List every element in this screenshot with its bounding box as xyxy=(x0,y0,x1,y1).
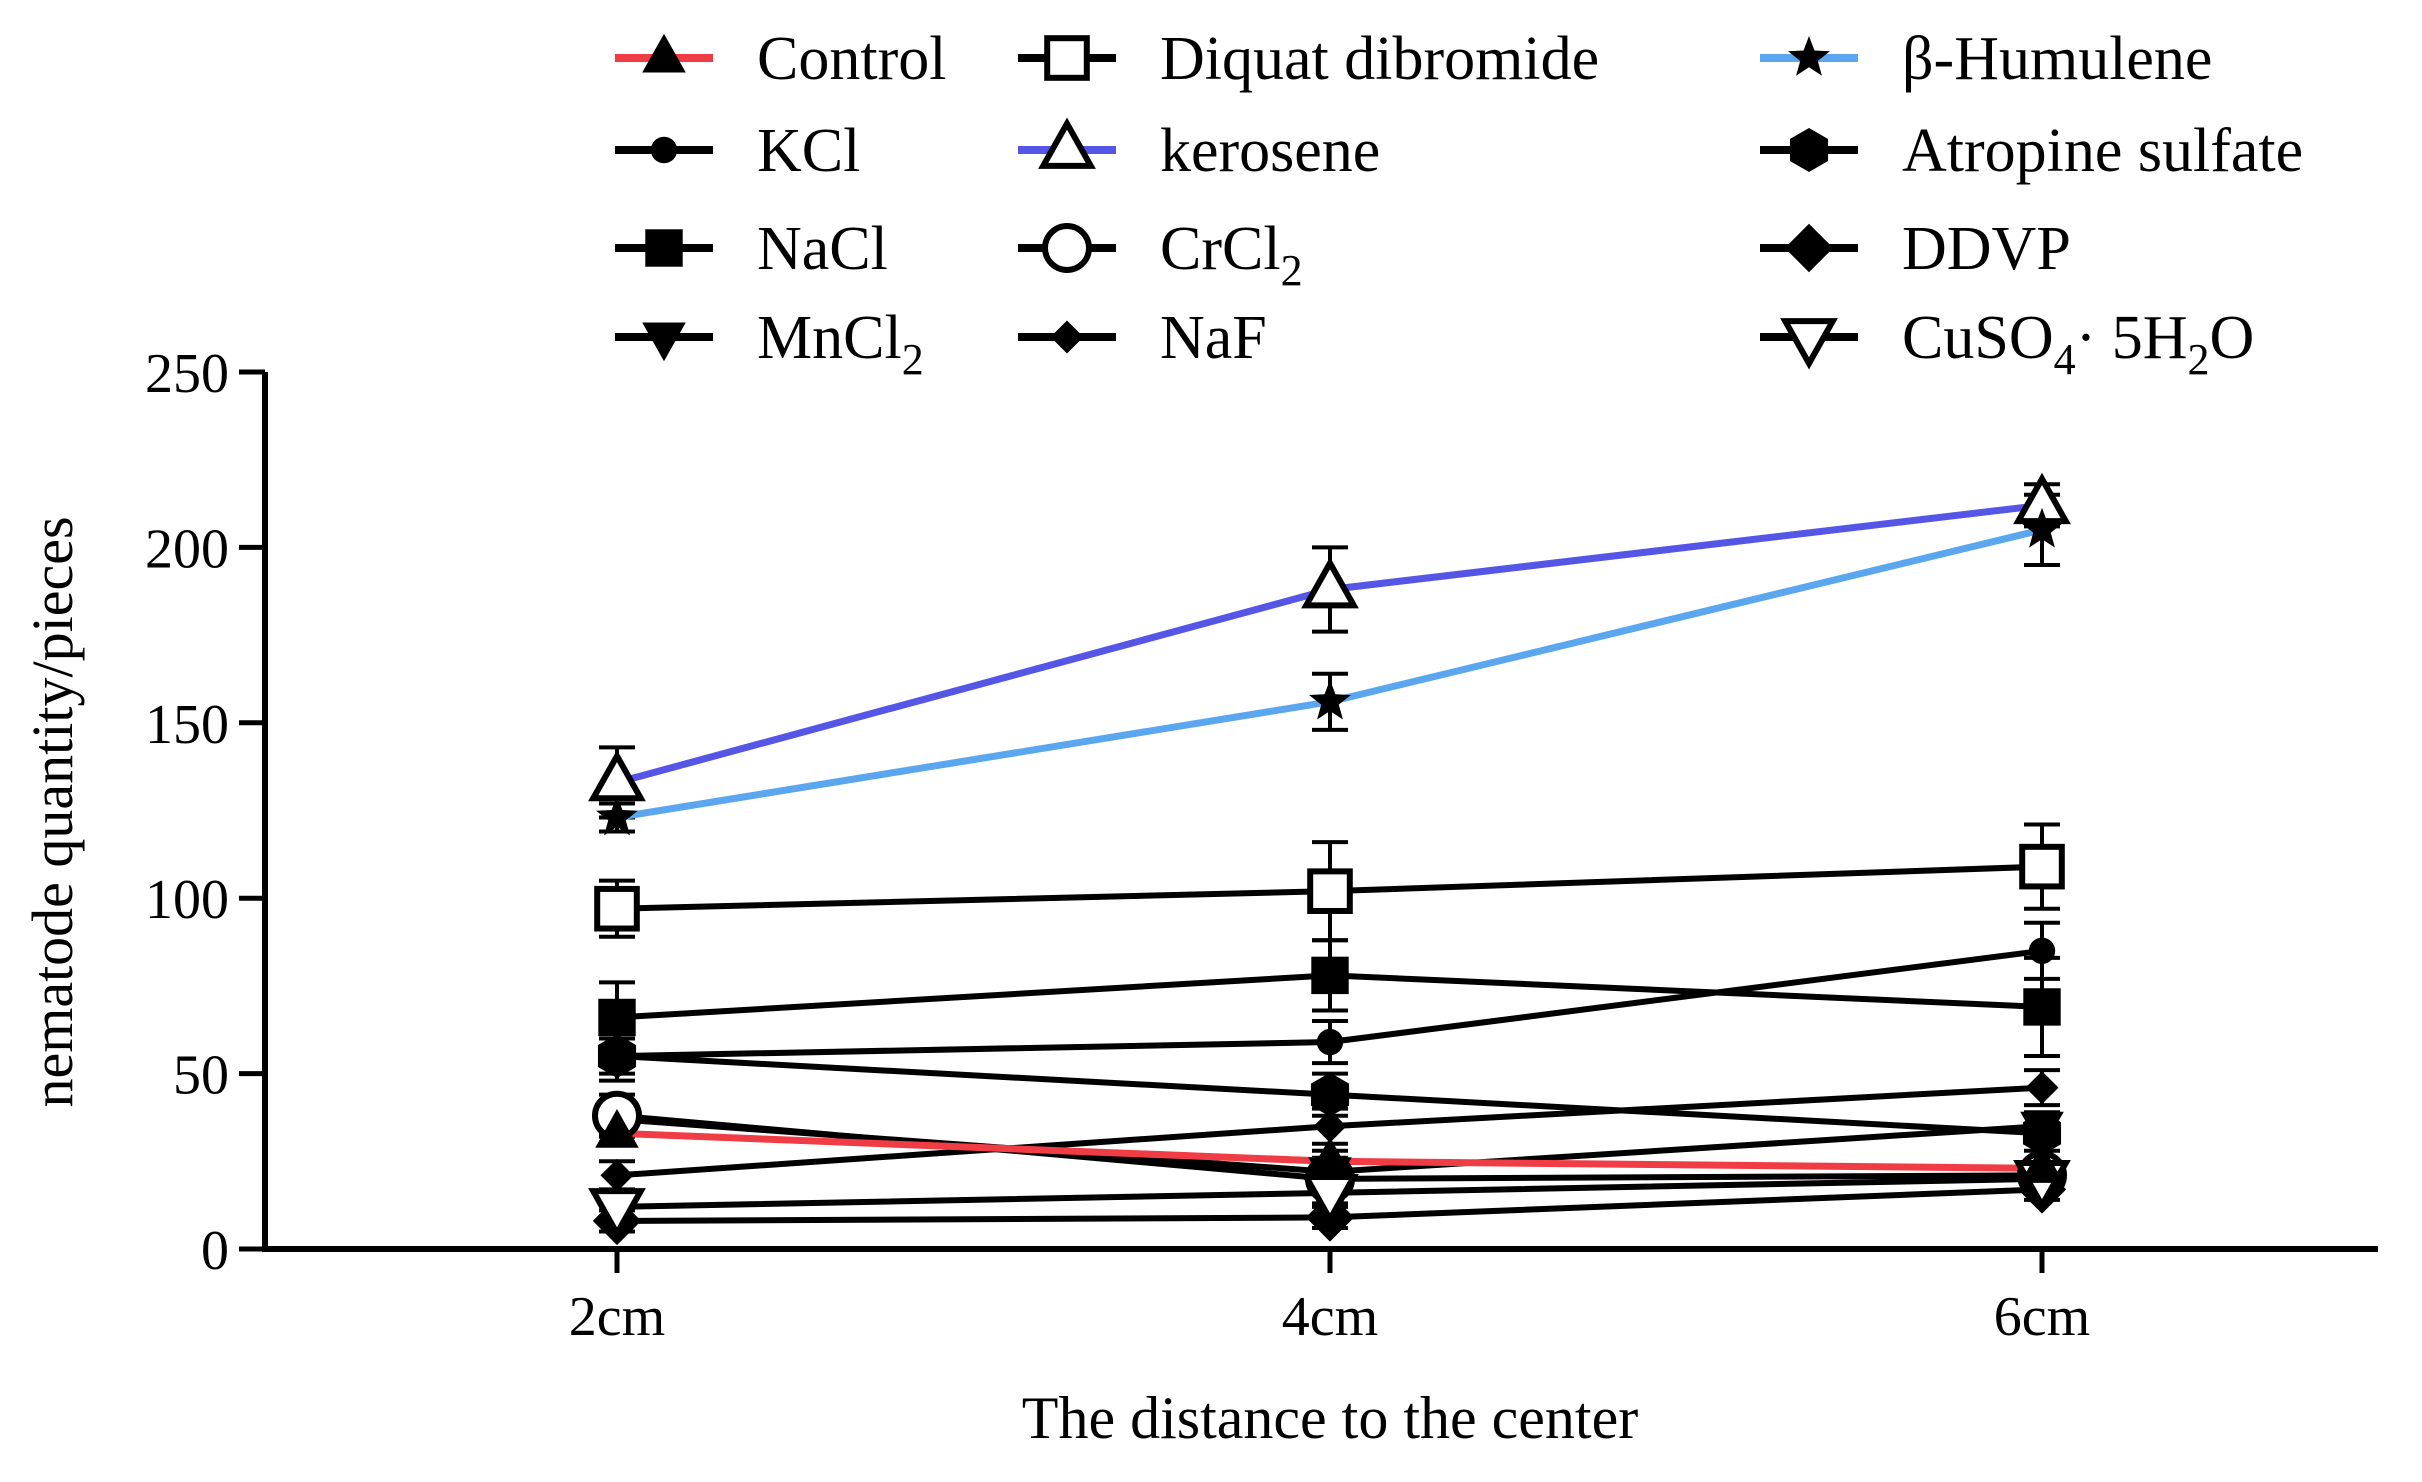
legend-label: β-Humulene xyxy=(1902,25,2212,93)
legend-marker xyxy=(1788,36,1830,76)
x-tick-label: 6cm xyxy=(1994,1286,2090,1348)
legend-label: DDVP xyxy=(1902,215,2071,283)
legend-label: MnCl2 xyxy=(757,304,924,384)
legend-marker xyxy=(650,136,678,164)
x-axis-label: The distance to the center xyxy=(1022,1385,1638,1451)
data-point xyxy=(1310,1072,1350,1117)
data-point xyxy=(2020,1144,2064,1183)
axes: 0 50 100 150 200 250 2cm 4cm 6cm The distance t… xyxy=(20,343,2378,1451)
legend-label: kerosene xyxy=(1160,117,1380,185)
data-point xyxy=(597,1034,637,1079)
legend-marker xyxy=(642,322,686,362)
y-tick-label: 200 xyxy=(145,518,229,580)
plot-area xyxy=(588,472,2071,1246)
legend-marker xyxy=(1042,223,1092,273)
data-point xyxy=(2023,988,2061,1026)
y-tick-label: 150 xyxy=(145,694,229,756)
legend-label: Control xyxy=(757,25,946,93)
data-point xyxy=(598,998,636,1037)
legend-label: Diquat dibromide xyxy=(1160,25,1599,93)
y-tick-label: 0 xyxy=(201,1220,229,1282)
legend-item-2: NaCl xyxy=(615,215,888,283)
legend-item-6: CrCl2 xyxy=(1018,215,1303,295)
legend-marker xyxy=(1050,320,1084,354)
data-point xyxy=(595,1109,639,1148)
data-point xyxy=(1301,1174,1359,1226)
legend-marker xyxy=(1784,223,1834,273)
data-point xyxy=(1309,679,1351,720)
legend-marker xyxy=(645,229,683,267)
legend-marker xyxy=(1780,318,1838,370)
error-bars-8 xyxy=(599,492,2060,834)
y-tick-label: 100 xyxy=(145,869,229,931)
data-point xyxy=(2025,1071,2059,1105)
data-point xyxy=(2022,1111,2062,1156)
y-ticks: 0 50 100 150 200 250 xyxy=(145,343,265,1282)
x-tick-label: 4cm xyxy=(1282,1286,1378,1348)
legend-item-11: CuSO4· 5H2O xyxy=(1760,304,2254,384)
legend-item-0: Control xyxy=(615,25,946,93)
data-point xyxy=(1308,1137,1352,1176)
legend-item-4: Diquat dibromide xyxy=(1018,25,1599,93)
legend-label: CrCl2 xyxy=(1160,215,1303,295)
data-point xyxy=(2019,843,2065,890)
x-ticks: 2cm 4cm 6cm xyxy=(569,1249,2090,1348)
data-point xyxy=(1316,1028,1344,1056)
legend-marker xyxy=(642,33,686,73)
legend: Control KCl NaCl MnCl2 Diquat dibromide keros… xyxy=(615,25,2303,384)
data-point xyxy=(594,885,640,932)
legend-item-10: DDVP xyxy=(1760,215,2071,283)
legend-label: KCl xyxy=(757,117,860,185)
error-bars-5 xyxy=(599,482,2060,820)
legend-item-9: Atropine sulfate xyxy=(1760,117,2303,185)
legend-item-3: MnCl2 xyxy=(615,304,924,384)
y-axis-label: nematode quantity/pieces xyxy=(20,516,85,1107)
legend-item-1: KCl xyxy=(615,117,860,185)
legend-label: NaCl xyxy=(757,215,888,283)
legend-marker xyxy=(1789,128,1829,172)
legend-item-5: kerosene xyxy=(1018,117,1380,185)
data-point xyxy=(1307,868,1353,914)
legend-marker xyxy=(1038,117,1096,169)
legend-label: CuSO4· 5H2O xyxy=(1902,304,2254,384)
data-point xyxy=(596,795,638,836)
y-tick-label: 50 xyxy=(173,1045,229,1107)
data-point xyxy=(1301,556,1359,609)
data-point xyxy=(588,1188,646,1240)
data-point xyxy=(1311,956,1349,995)
data-point xyxy=(2028,937,2056,965)
y-tick-label: 250 xyxy=(145,343,229,405)
legend-marker xyxy=(1044,35,1090,81)
legend-label: NaF xyxy=(1160,304,1267,372)
x-tick-label: 2cm xyxy=(569,1286,665,1348)
legend-item-8: β-Humulene xyxy=(1760,25,2212,93)
legend-item-7: NaF xyxy=(1018,304,1267,372)
data-point xyxy=(600,1158,634,1192)
data-point xyxy=(1313,1109,1347,1143)
data-point xyxy=(2021,507,2063,548)
legend-label: Atropine sulfate xyxy=(1902,117,2303,185)
